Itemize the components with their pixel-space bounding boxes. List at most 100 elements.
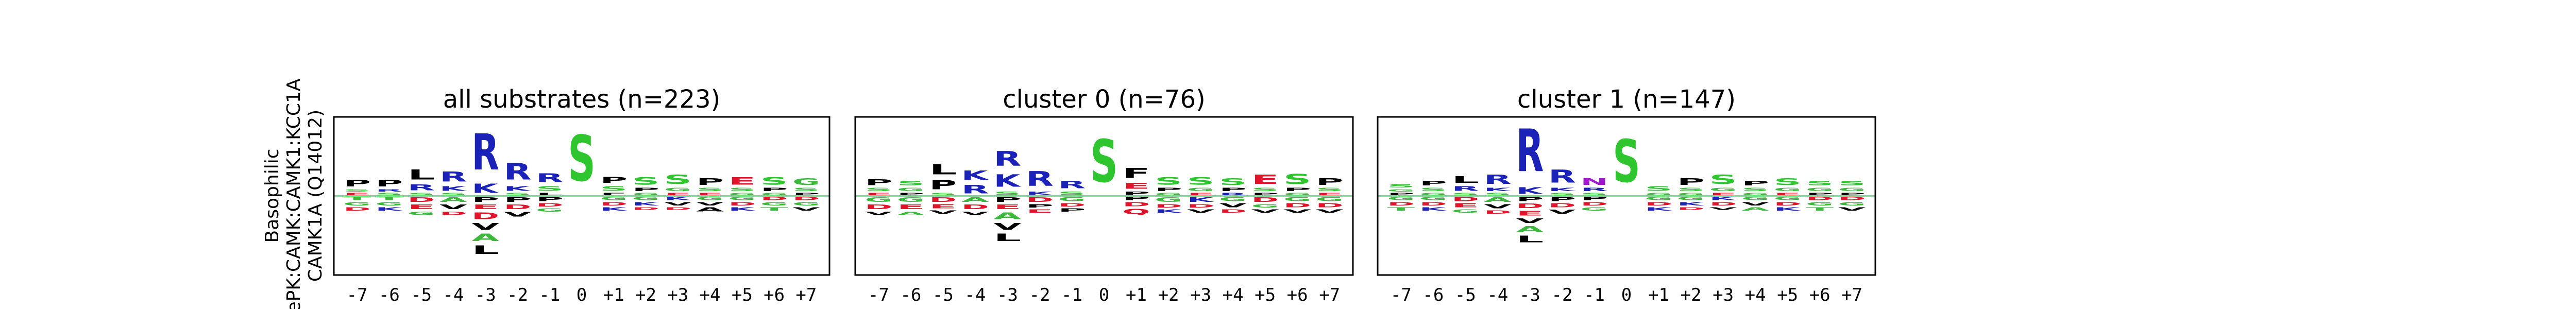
x-tick-label: -6 <box>379 285 400 305</box>
logo-letter: D <box>1316 202 1344 209</box>
logo-letter: K <box>376 207 403 212</box>
x-tick-label: +3 <box>1190 285 1211 305</box>
logo-letter: A <box>439 196 467 203</box>
logo-letter: P <box>1387 193 1415 196</box>
logo-letter: A <box>994 211 1022 221</box>
logo-letter: D <box>408 196 435 203</box>
logo-letter: G <box>1677 192 1705 196</box>
logo-letter: S <box>1484 192 1512 196</box>
logo-letter: P <box>865 178 892 187</box>
logo-letter: E <box>1316 192 1344 196</box>
logo-letter: A <box>1741 207 1770 212</box>
logo-letter: K <box>1677 201 1705 207</box>
logo-panels: all substrates (n=223)ESPTGDSRPTGKSRLDEG… <box>333 85 1876 305</box>
logo-letter: S <box>1387 183 1415 188</box>
logo-letter: A <box>1516 225 1544 234</box>
x-tick-label: -1 <box>539 285 560 305</box>
logo-letter: G <box>408 211 435 216</box>
x-tick-label: +5 <box>1255 285 1276 305</box>
logo-letter: S <box>1251 187 1279 192</box>
logo-letter: S <box>664 173 692 187</box>
logo-letter: G <box>1155 196 1182 203</box>
logo-letter: D <box>1026 196 1054 203</box>
logo-letter: G <box>760 192 788 196</box>
x-tick-label: -2 <box>1029 285 1050 305</box>
logo-letter: P <box>1548 196 1576 202</box>
logo-letter: G <box>1219 196 1247 202</box>
logo-letter: K <box>728 207 756 212</box>
logo-letter: E <box>994 203 1022 211</box>
logo-letter: R <box>1058 179 1086 191</box>
logo-letter: K <box>600 207 628 212</box>
logo-letter: P <box>1516 196 1544 202</box>
x-tick-label: +3 <box>1713 285 1734 305</box>
logo-letter: A <box>961 196 989 203</box>
x-tick-label: +1 <box>1126 285 1147 305</box>
logo-letter: F <box>600 192 628 196</box>
logo-letter: E <box>696 192 724 196</box>
logo-letter: D <box>343 207 371 212</box>
logo-letter: V <box>929 210 958 215</box>
x-tick-label: +4 <box>1745 285 1766 305</box>
logo-letter: G <box>1806 187 1834 192</box>
logo-letter: A <box>471 232 500 243</box>
x-tick-label: 0 <box>1099 285 1109 305</box>
logo-letter: N <box>1581 177 1608 187</box>
logo-letter: E <box>1516 210 1544 217</box>
logo-letter: G <box>1774 187 1802 192</box>
logo-letter: R <box>1452 185 1480 192</box>
logo-letter: D <box>1838 196 1866 201</box>
panel-title: cluster 0 (n=76) <box>1003 85 1205 114</box>
logo-letter: P <box>376 178 403 188</box>
logo-letter: D <box>1645 201 1673 207</box>
logo-letter: P <box>1251 193 1279 196</box>
logo-letter: K <box>1484 187 1512 192</box>
logo-letter: V <box>865 211 893 216</box>
row-label-line-3: CAMK1A (Q14012) <box>305 110 326 282</box>
logo-letter: D <box>1219 209 1247 214</box>
x-tick-label: -4 <box>443 285 464 305</box>
logo-letters: ESPGDVPGSGEASPLDEVRKADVSKRPEAVLKRDPESRGD… <box>865 128 1344 244</box>
logo-letter: S <box>994 191 1022 196</box>
logo-letter: D <box>792 196 820 201</box>
x-tick-label: -1 <box>1061 285 1082 305</box>
logo-letter: D <box>1548 202 1576 209</box>
logo-letter: P <box>536 196 564 202</box>
x-tick-label: +4 <box>700 285 721 305</box>
logo-letter: G <box>1387 188 1415 192</box>
logo-letter: S <box>1677 187 1705 192</box>
logo-letter: D <box>536 202 564 208</box>
logo-letter: G <box>865 196 892 203</box>
logo-letter: V <box>1251 209 1280 214</box>
logo-letter: L <box>408 167 435 183</box>
logo-letters: PGSGDTGSPGDKSRLDEGSKRAVDKRPDEVALSKRPDVSR… <box>1387 117 1866 245</box>
logo-letter: K <box>1026 191 1054 196</box>
logo-letter: S <box>1316 187 1344 192</box>
x-tick-label: +7 <box>1841 285 1862 305</box>
logo-letter: G <box>792 177 820 187</box>
logo-letter: L <box>994 232 1022 243</box>
logo-letter: P <box>343 178 371 188</box>
logo-letter: V <box>994 221 1022 232</box>
logo-letter: R <box>1516 117 1544 186</box>
logo-letter: V <box>664 201 692 207</box>
logo-letter: S <box>1058 191 1086 196</box>
x-tick-label: +6 <box>764 285 785 305</box>
x-tick-label: +1 <box>1648 285 1669 305</box>
logo-letter: G <box>1645 196 1673 201</box>
x-tick-label: -7 <box>347 285 368 305</box>
x-tick-label: -3 <box>1519 285 1540 305</box>
logo-letter: S <box>929 192 957 196</box>
logo-letter: D <box>439 211 467 216</box>
x-tick-label: -7 <box>1391 285 1412 305</box>
logo-letter: S <box>632 176 660 187</box>
logo-letter: G <box>1774 196 1802 201</box>
logo-letter: V <box>792 207 820 212</box>
logo-letter: V <box>1516 217 1544 225</box>
logo-letter: S <box>865 187 892 192</box>
logo-panel-1: cluster 0 (n=76)ESPGDVPGSGEASPLDEVRKADVS… <box>854 85 1354 305</box>
logo-letter: E <box>897 203 925 211</box>
logo-letter: R <box>1581 187 1608 192</box>
logo-letter: F <box>1123 165 1150 181</box>
logo-letter: G <box>536 208 564 213</box>
